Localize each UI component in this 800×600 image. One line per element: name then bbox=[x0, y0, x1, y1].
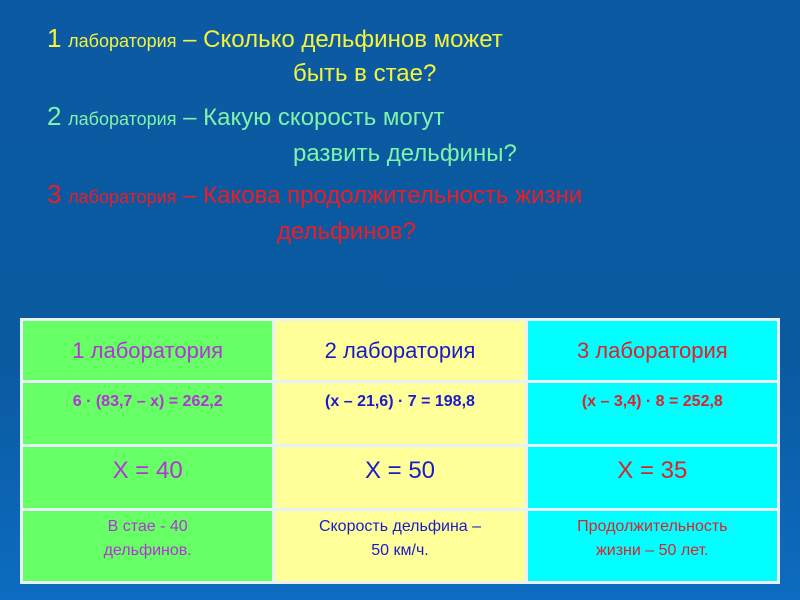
answer-line: жизни – 50 лет. bbox=[596, 542, 709, 559]
question-text: – Сколько дельфинов может bbox=[183, 26, 503, 53]
question-text: – Какую скорость могут bbox=[183, 104, 445, 131]
lab-number: 3 bbox=[47, 179, 62, 209]
question-3: 3 лаборатория – Какова продолжительность… bbox=[47, 180, 582, 211]
question-1-cont: быть в стае? bbox=[293, 60, 437, 87]
question-text: – Какова продолжительность жизни bbox=[183, 182, 583, 209]
solution-lab-2: Х = 50 bbox=[272, 444, 528, 511]
solution-row: Х = 40 Х = 50 Х = 35 bbox=[19, 444, 781, 511]
solution-lab-3: Х = 35 bbox=[524, 444, 781, 511]
lab-label: лаборатория bbox=[68, 109, 177, 129]
answer-lab-2: Скорость дельфина – 50 км/ч. bbox=[272, 508, 528, 584]
question-2: 2 лаборатория – Какую скорость могут bbox=[47, 102, 445, 133]
answer-line: Скорость дельфина – bbox=[318, 518, 482, 535]
lab-label: лаборатория bbox=[68, 187, 177, 207]
equation-lab-2: (х – 21,6) · 7 = 198,8 bbox=[272, 380, 528, 447]
header-lab-3: 3 лаборатория bbox=[524, 318, 781, 383]
header-lab-2: 2 лаборатория bbox=[272, 318, 528, 383]
results-table: 1 лаборатория 2 лаборатория 3 лаборатори… bbox=[19, 318, 781, 584]
header-row: 1 лаборатория 2 лаборатория 3 лаборатори… bbox=[19, 318, 781, 383]
solution-lab-1: Х = 40 bbox=[19, 444, 276, 511]
equation-lab-3: (х – 3,4) · 8 = 252,8 bbox=[524, 380, 781, 447]
answer-line: Продолжительность bbox=[577, 518, 728, 535]
lab-label: лаборатория bbox=[68, 31, 177, 51]
question-2-cont: развить дельфины? bbox=[293, 140, 517, 167]
answer-row: В стае - 40 дельфинов. Скорость дельфина … bbox=[19, 508, 781, 584]
answer-line: В стае - 40 bbox=[107, 518, 188, 535]
question-3-cont: дельфинов? bbox=[277, 218, 416, 245]
header-lab-1: 1 лаборатория bbox=[19, 318, 276, 383]
equation-row: 6 · (83,7 – х) = 262,2 (х – 21,6) · 7 = … bbox=[19, 380, 781, 447]
lab-number: 1 bbox=[47, 23, 62, 53]
lab-number: 2 bbox=[47, 101, 62, 131]
answer-line: дельфинов. bbox=[103, 542, 192, 559]
answer-lab-3: Продолжительность жизни – 50 лет. bbox=[524, 508, 781, 584]
equation-lab-1: 6 · (83,7 – х) = 262,2 bbox=[19, 380, 276, 447]
answer-lab-1: В стае - 40 дельфинов. bbox=[19, 508, 276, 584]
answer-line: 50 км/ч. bbox=[371, 542, 429, 559]
question-1: 1 лаборатория – Сколько дельфинов может bbox=[47, 24, 503, 55]
